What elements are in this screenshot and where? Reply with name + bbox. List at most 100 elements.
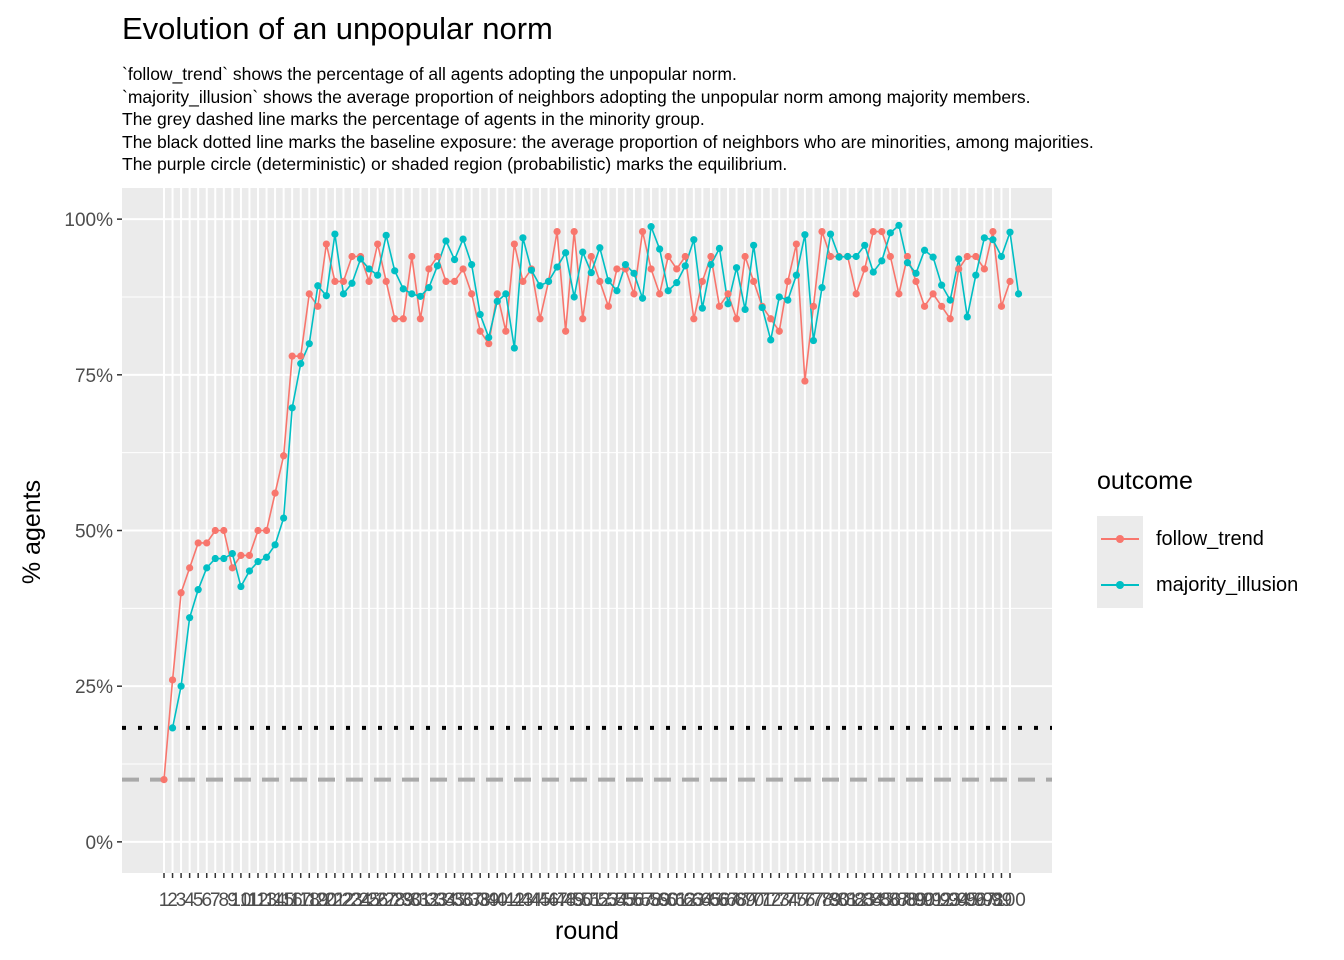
- data-point-follow_trend: [1006, 277, 1014, 286]
- data-point-follow_trend: [826, 252, 835, 261]
- data-point-majority_illusion: [989, 236, 997, 244]
- data-point-follow_trend: [493, 290, 501, 298]
- data-point-majority_illusion: [399, 285, 407, 293]
- data-point-follow_trend: [262, 526, 271, 535]
- x-tick-label: 29: [393, 890, 414, 911]
- x-tick-label: 90: [914, 890, 935, 911]
- data-point-majority_illusion: [835, 253, 843, 261]
- data-point-majority_illusion: [698, 304, 706, 312]
- legend-label: majority_illusion: [1156, 573, 1299, 596]
- x-tick-label: 33: [427, 890, 448, 911]
- data-point-majority_illusion: [331, 230, 339, 238]
- x-axis-title: round: [555, 917, 619, 945]
- legend-point-swatch: [1116, 535, 1124, 543]
- reference-lines: [122, 725, 1052, 782]
- data-point-follow_trend: [288, 352, 296, 360]
- data-point-majority_illusion: [237, 582, 245, 591]
- data-point-follow_trend: [168, 676, 177, 684]
- x-tick-label: 59: [649, 890, 670, 911]
- x-tick-label: 22: [333, 890, 354, 911]
- subtitle-line: The grey dashed line marks the percentag…: [122, 109, 705, 129]
- data-point-majority_illusion: [818, 284, 826, 292]
- x-tick-label: 44: [521, 890, 543, 911]
- data-point-majority_illusion: [647, 223, 655, 231]
- data-point-majority_illusion: [502, 290, 510, 298]
- data-point-follow_trend: [536, 315, 544, 323]
- data-point-follow_trend: [433, 252, 442, 261]
- data-point-follow_trend: [886, 252, 894, 261]
- x-tick-label: 68: [726, 890, 747, 911]
- data-point-follow_trend: [972, 252, 980, 261]
- data-point-majority_illusion: [604, 277, 612, 285]
- data-point-follow_trend: [775, 327, 783, 335]
- data-point-follow_trend: [912, 277, 920, 286]
- data-point-majority_illusion: [878, 257, 886, 265]
- data-point-follow_trend: [809, 302, 818, 310]
- x-tick-label: 42: [504, 890, 525, 911]
- data-point-majority_illusion: [186, 614, 194, 622]
- data-point-majority_illusion: [775, 293, 783, 301]
- x-tick-label: 57: [632, 890, 653, 911]
- legend-point-swatch: [1116, 581, 1124, 589]
- x-tick-label: 28: [384, 890, 405, 911]
- data-point-majority_illusion: [980, 234, 988, 242]
- data-point-majority_illusion: [613, 287, 621, 295]
- x-tick-label: 100: [994, 890, 1026, 911]
- data-point-majority_illusion: [758, 303, 766, 312]
- data-point-follow_trend: [450, 277, 459, 286]
- x-tick-label: 37: [461, 890, 482, 911]
- x-tick-label: 52: [589, 890, 610, 911]
- data-point-follow_trend: [382, 277, 390, 286]
- x-tick-label: 78: [811, 890, 832, 911]
- data-point-follow_trend: [314, 302, 322, 310]
- data-point-follow_trend: [485, 340, 493, 348]
- x-tick-label: 31: [410, 890, 431, 911]
- data-point-follow_trend: [895, 290, 903, 298]
- x-tick-label: 46: [538, 890, 559, 911]
- data-point-follow_trend: [177, 589, 185, 597]
- x-tick-label: 13: [256, 890, 277, 911]
- x-tick-label: 18: [299, 890, 320, 911]
- x-tick-label: 97: [974, 890, 995, 911]
- y-axis-title: % agents: [18, 480, 46, 584]
- data-point-majority_illusion: [955, 255, 963, 263]
- data-point-majority_illusion: [963, 313, 971, 321]
- data-point-follow_trend: [211, 526, 219, 535]
- x-tick-label: 85: [871, 890, 892, 911]
- subtitle-line: The black dotted line marks the baseline…: [122, 131, 1094, 152]
- data-point-majority_illusion: [656, 245, 664, 253]
- data-point-majority_illusion: [468, 260, 476, 269]
- data-point-follow_trend: [228, 564, 236, 572]
- x-tick-label: 14: [265, 890, 287, 911]
- data-point-majority_illusion: [305, 340, 313, 348]
- x-tick-label: 43: [512, 890, 533, 911]
- legend-item-majority-illusion: majority_illusion: [1097, 562, 1298, 608]
- data-point-majority_illusion: [707, 260, 715, 269]
- data-point-follow_trend: [997, 302, 1006, 310]
- x-tick-label: 12: [247, 890, 268, 911]
- data-point-majority_illusion: [664, 287, 672, 295]
- data-point-follow_trend: [220, 526, 228, 535]
- data-point-majority_illusion: [365, 265, 373, 273]
- data-point-follow_trend: [715, 302, 724, 310]
- subtitle-line: `majority_illusion` shows the average pr…: [122, 86, 1031, 107]
- data-point-follow_trend: [374, 240, 382, 248]
- data-point-majority_illusion: [220, 554, 228, 563]
- data-point-majority_illusion: [254, 558, 262, 566]
- data-point-majority_illusion: [382, 231, 390, 239]
- data-point-follow_trend: [604, 302, 612, 310]
- data-point-follow_trend: [510, 240, 518, 248]
- x-tick-label: 89: [905, 890, 926, 911]
- data-point-follow_trend: [980, 265, 988, 273]
- x-tick-label: 72: [760, 890, 781, 911]
- x-tick-label: 35: [444, 890, 465, 911]
- data-point-follow_trend: [331, 277, 339, 286]
- data-point-majority_illusion: [724, 300, 732, 308]
- legend-key: [1097, 562, 1143, 608]
- data-point-follow_trend: [664, 252, 672, 261]
- data-point-majority_illusion: [673, 279, 681, 287]
- data-point-majority_illusion: [374, 271, 382, 279]
- data-point-follow_trend: [305, 290, 313, 298]
- data-point-majority_illusion: [177, 682, 185, 690]
